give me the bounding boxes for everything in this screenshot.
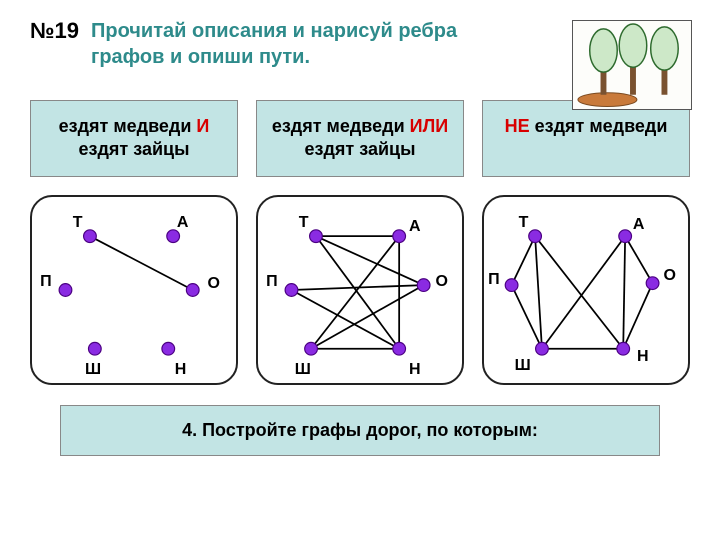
node-label-P: П: [40, 273, 52, 291]
node-label-P: П: [488, 271, 500, 289]
graph-box-3: Т А П О Ш Н: [482, 195, 690, 385]
condition-text: ездят медведи: [530, 116, 668, 136]
node-label-A: А: [177, 214, 189, 232]
condition-box-2: ездят медведи ИЛИ ездят зайцы: [256, 100, 464, 177]
task-title-line2: графов и опиши пути.: [91, 46, 310, 68]
trees-illustration: [572, 20, 692, 110]
node-label-N: Н: [637, 348, 649, 366]
node-label-Sh: Ш: [295, 361, 311, 379]
node-label-O: О: [435, 273, 447, 291]
condition-box-1: ездят медведи И ездят зайцы: [30, 100, 238, 177]
condition-operator: И: [196, 116, 209, 136]
condition-box-3: НЕ ездят медведи: [482, 100, 690, 177]
condition-operator: ИЛИ: [410, 116, 449, 136]
node-label-A: А: [409, 218, 421, 236]
node-label-N: Н: [175, 361, 187, 379]
footer-instruction: 4. Постройте графы дорог, по которым:: [60, 405, 660, 456]
condition-text: ездят зайцы: [305, 139, 416, 159]
node-label-Sh: Ш: [85, 361, 101, 379]
graph-box-2: Т А П О Ш Н: [256, 195, 464, 385]
node-label-O: О: [207, 275, 219, 293]
condition-text: ездят зайцы: [79, 139, 190, 159]
node-label-P: П: [266, 273, 278, 291]
task-title: Прочитай описания и нарисуй ребра графов…: [91, 18, 457, 70]
task-number: №19: [30, 18, 79, 44]
node-label-A: А: [633, 216, 645, 234]
node-label-O: О: [664, 267, 676, 285]
node-label-N: Н: [409, 361, 421, 379]
condition-text: ездят медведи: [272, 116, 410, 136]
graph-box-1: Т А П О Ш Н: [30, 195, 238, 385]
task-title-line1: Прочитай описания и нарисуй ребра: [91, 20, 457, 42]
node-label-T: Т: [73, 214, 83, 232]
graphs-row: Т А П О Ш Н Т А П О Ш Н Т А П О Ш Н: [0, 177, 720, 385]
node-label-T: Т: [299, 214, 309, 232]
condition-text: ездят медведи: [59, 116, 197, 136]
node-label-T: Т: [519, 214, 529, 232]
node-label-Sh: Ш: [515, 357, 531, 375]
condition-operator: НЕ: [505, 116, 530, 136]
